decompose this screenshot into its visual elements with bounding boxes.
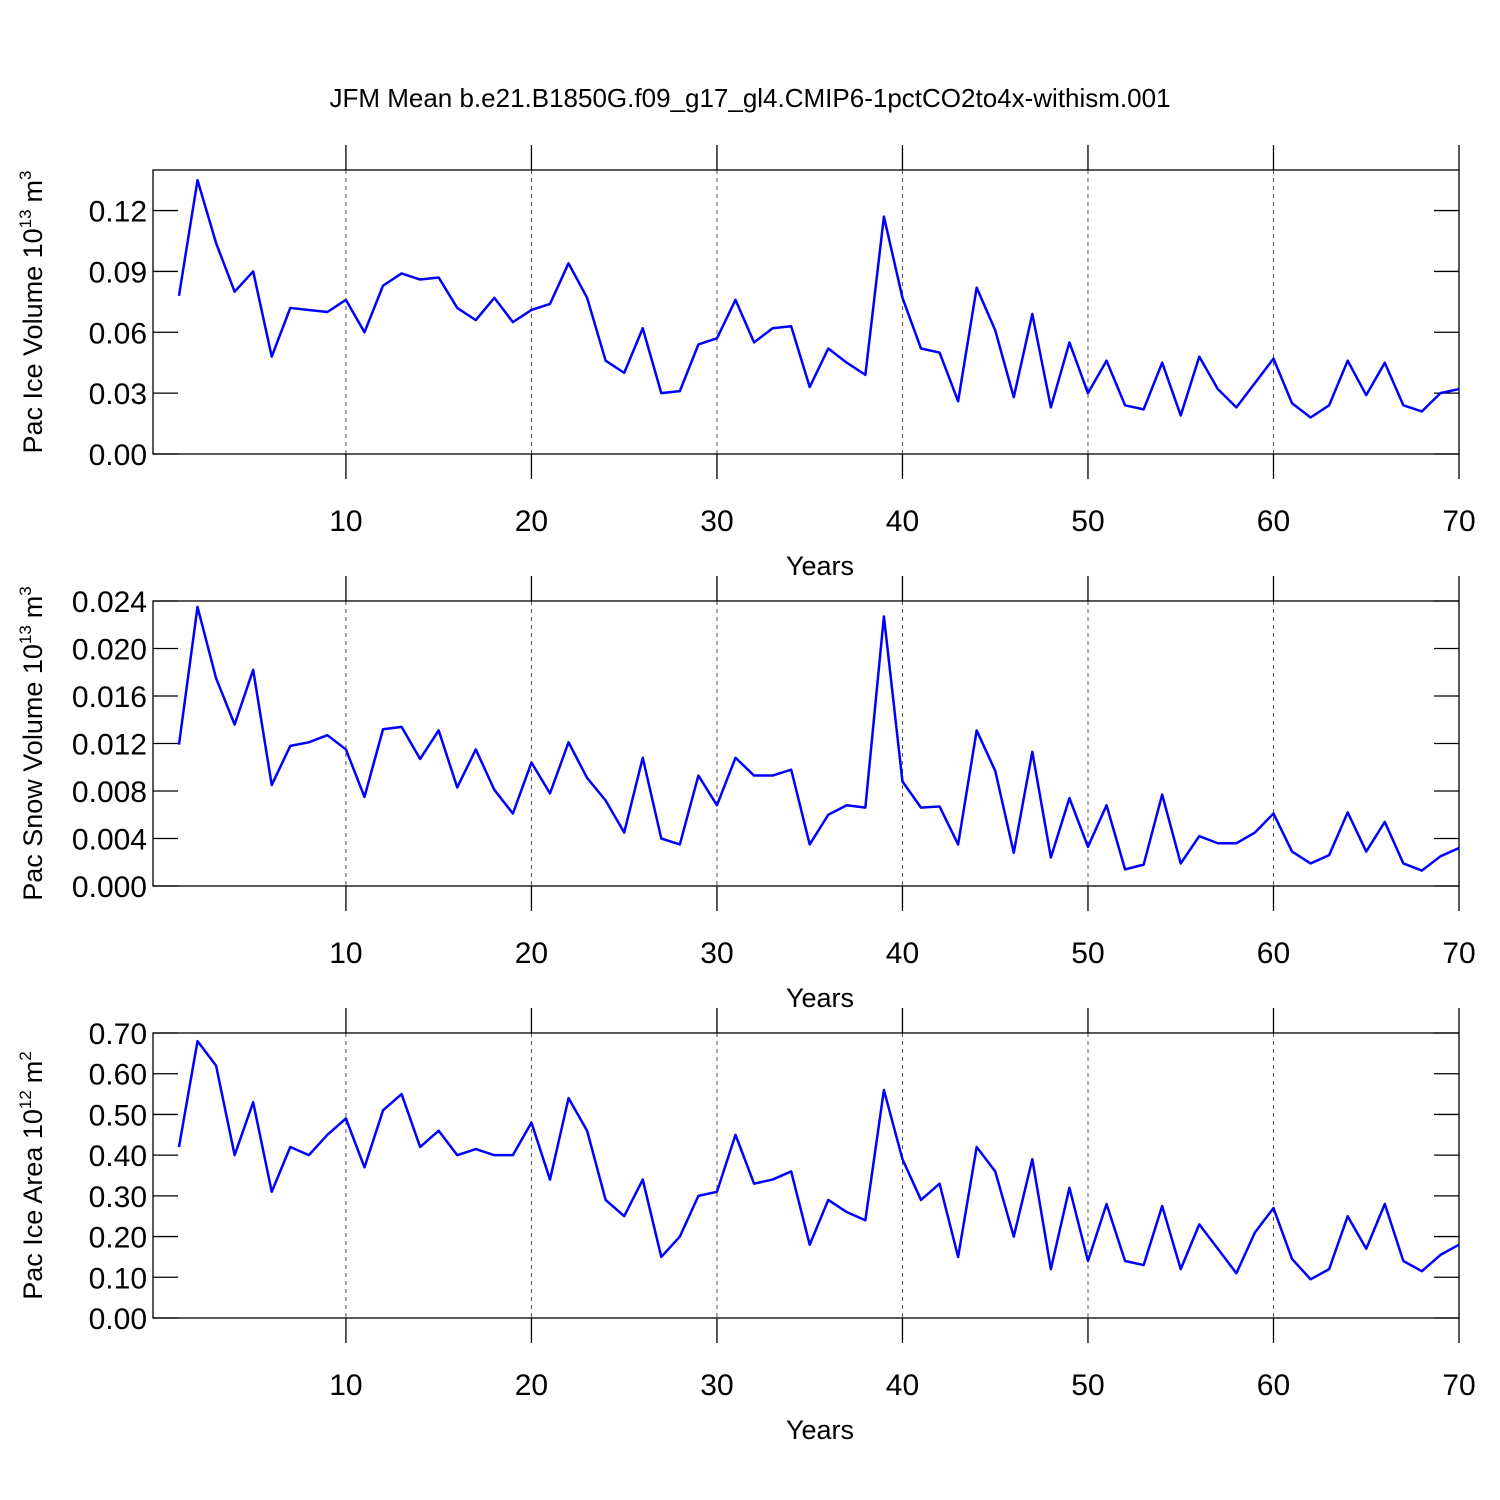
y-tick-label: 0.016 [72,681,147,714]
x-tick-label: 50 [1071,505,1104,538]
x-axis-label: Years [786,551,854,581]
y-axis-label: Pac Ice Area 1012 m2 [16,1051,48,1300]
y-axis-label-exponent: 12 [16,1090,35,1109]
x-tick-label: 70 [1442,505,1475,538]
y-tick-label: 0.50 [89,1099,147,1132]
y-tick-label: 0.60 [89,1059,147,1092]
y-tick-label: 0.40 [89,1140,147,1173]
y-axis-label-exponent: 13 [16,209,35,228]
x-tick-label: 20 [515,1369,548,1402]
data-line [177,178,1460,419]
x-tick-label: 70 [1442,937,1475,970]
data-line [177,1039,1460,1281]
y-axis-label-exponent: 3 [16,586,35,595]
x-tick-label: 40 [886,1369,919,1402]
y-axis-label: Pac Snow Volume 1013 m3 [16,586,48,901]
x-tick-label: 30 [700,937,733,970]
data-line [177,605,1460,872]
y-axis-label-text: Pac Snow Volume 10 [18,644,48,901]
y-tick-label: 0.008 [72,776,147,809]
y-axis-label-text: Pac Ice Volume 10 [18,228,48,453]
y-axis-label-text: Pac Ice Area 10 [18,1109,48,1300]
plot-frame [152,169,1460,455]
y-tick-label: 0.020 [72,634,147,667]
x-tick-label: 10 [329,937,362,970]
x-tick-label: 70 [1442,1369,1475,1402]
y-axis-label-unit: m [18,596,48,619]
x-tick-label: 50 [1071,1369,1104,1402]
x-tick-label: 40 [886,937,919,970]
y-tick-label: 0.024 [72,586,147,619]
y-axis-label-exponent: 13 [16,625,35,644]
plot-frame [152,600,1460,887]
y-tick-label: 0.004 [72,824,147,857]
x-tick-label: 10 [329,1369,362,1402]
y-axis-label-unit: m [18,180,48,203]
x-tick-label: 60 [1257,1369,1290,1402]
y-tick-label: 0.09 [89,256,147,289]
x-axis-label: Years [786,983,854,1013]
plot-frame [152,1032,1460,1319]
x-tick-label: 10 [329,505,362,538]
y-tick-label: 0.00 [89,439,147,472]
y-tick-label: 0.03 [89,378,147,411]
y-tick-label: 0.00 [89,1303,147,1336]
x-tick-label: 30 [700,505,733,538]
y-tick-label: 0.20 [89,1222,147,1255]
figure-title: JFM Mean b.e21.B1850G.f09_g17_gl4.CMIP6-… [329,83,1170,113]
y-axis-label-unit: m [18,1061,48,1084]
y-tick-label: 0.12 [89,196,147,229]
y-axis-label-exponent: 2 [16,1051,35,1060]
y-tick-label: 0.70 [89,1018,147,1051]
y-tick-label: 0.10 [89,1262,147,1295]
x-tick-label: 50 [1071,937,1104,970]
x-tick-label: 20 [515,505,548,538]
y-tick-label: 0.000 [72,871,147,904]
x-tick-label: 60 [1257,505,1290,538]
y-axis-label-exponent: 3 [16,170,35,179]
x-tick-label: 30 [700,1369,733,1402]
x-axis-label: Years [786,1415,854,1445]
x-tick-label: 20 [515,937,548,970]
x-tick-label: 60 [1257,937,1290,970]
y-tick-label: 0.30 [89,1181,147,1214]
y-tick-label: 0.012 [72,729,147,762]
x-tick-label: 40 [886,505,919,538]
y-tick-label: 0.06 [89,317,147,350]
y-axis-label: Pac Ice Volume 1013 m3 [16,170,48,453]
